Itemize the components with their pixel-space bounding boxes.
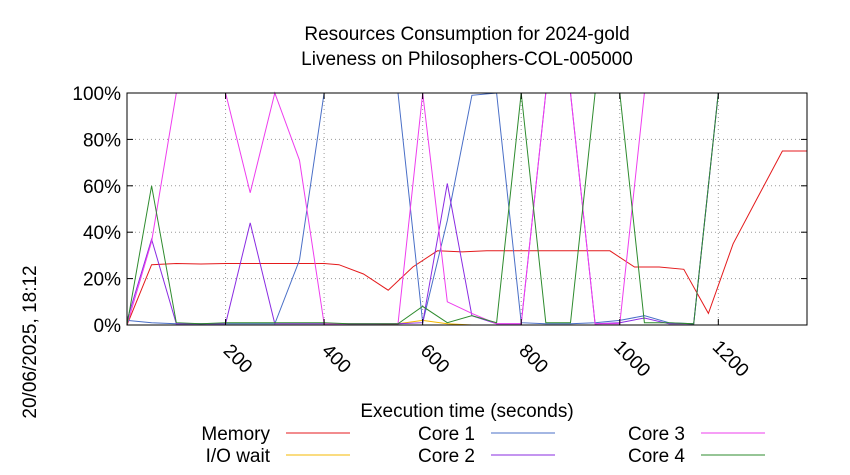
y-tick-label: 60%: [83, 177, 121, 198]
x-tick-label: 600: [416, 340, 453, 377]
x-tick-label: 1000: [609, 337, 654, 382]
y-tick-label: 20%: [83, 270, 121, 291]
x-tick-label: 200: [219, 340, 256, 377]
timestamp-label: 20/06/2025, 18:12: [20, 265, 41, 418]
chart-subtitle: Liveness on Philosophers-COL-005000: [301, 49, 633, 70]
x-axis: 200 400 600 800 1000 1200: [219, 93, 753, 381]
x-axis-label: Execution time (seconds): [360, 401, 573, 422]
x-tick-label: 1200: [708, 337, 753, 382]
x-tick-label: 400: [317, 340, 354, 377]
legend-label: Core 4: [628, 446, 685, 467]
legend-label: Memory: [201, 424, 270, 445]
series-line-core-4: [126, 92, 807, 326]
y-tick-label: 40%: [83, 223, 121, 244]
series-line-core-2: [126, 92, 807, 325]
y-axis: 0% 20% 40% 60% 80% 100%: [72, 84, 807, 337]
chart-title: Resources Consumption for 2024-gold: [304, 24, 629, 45]
series-line-memory: [126, 150, 807, 326]
legend-label: I/O wait: [206, 446, 271, 467]
y-tick-label: 100%: [72, 84, 121, 105]
legend-label: Core 1: [418, 424, 475, 445]
legend-label: Core 2: [418, 446, 475, 467]
plot-frame: [126, 92, 808, 326]
legend-label: Core 3: [628, 424, 685, 445]
series-lines: [126, 91, 807, 326]
grid-lines: [127, 93, 807, 325]
y-tick-label: 80%: [83, 130, 121, 151]
x-tick-label: 800: [514, 340, 551, 377]
y-tick-label: 0%: [94, 316, 122, 337]
